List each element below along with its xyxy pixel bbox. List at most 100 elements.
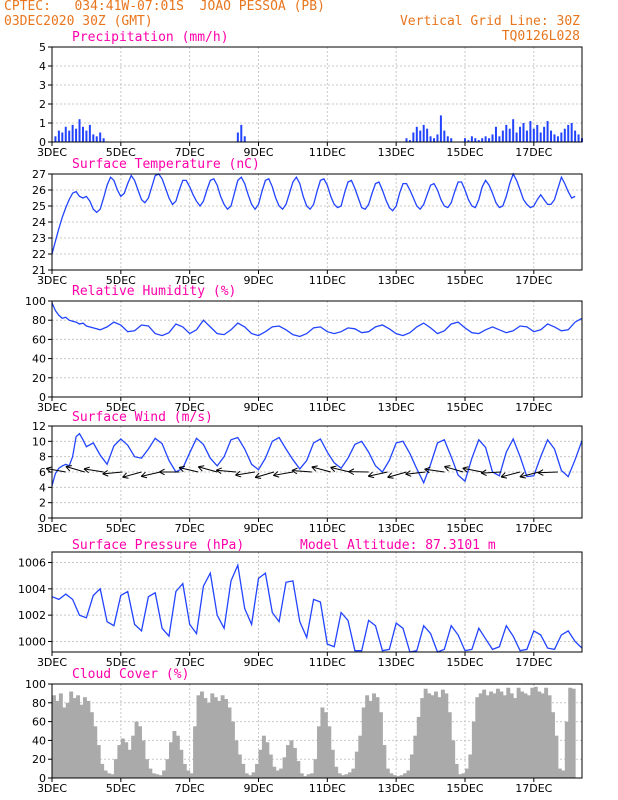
- cloud-cover-bar: [158, 775, 163, 778]
- precip-bar: [477, 140, 480, 142]
- y-tick-label: 4: [39, 60, 46, 73]
- cloud-cover-bar: [306, 774, 311, 778]
- cloud-cover-bar: [224, 699, 229, 778]
- y-tick-label: 3: [39, 79, 46, 92]
- x-tick-label: 17DEC: [515, 146, 552, 159]
- precip-bar: [243, 136, 246, 142]
- precip-bar: [81, 126, 84, 142]
- precip-bar: [560, 132, 563, 142]
- cloud-cover-bar: [358, 735, 363, 778]
- x-tick-label: 15DEC: [446, 274, 483, 287]
- cloud-cover-bar: [313, 759, 318, 778]
- wind-arrow: [444, 466, 464, 473]
- precip-bar: [567, 124, 570, 142]
- cloud-cover-bar: [557, 768, 562, 778]
- precip-bar: [61, 132, 64, 142]
- wind-arrowhead: [500, 472, 506, 478]
- wind-arrow: [291, 470, 312, 473]
- wind-arrowhead: [65, 466, 71, 472]
- cloud-cover-bar: [341, 775, 346, 778]
- x-tick-label: 9DEC: [243, 401, 273, 414]
- x-tick-label: 15DEC: [446, 656, 483, 669]
- precip-bar: [446, 136, 449, 142]
- wind-arrow: [311, 466, 331, 473]
- cloud-cover-bar: [131, 735, 136, 778]
- cloud-cover-bar: [182, 763, 187, 778]
- cloud-cover-bar: [540, 693, 545, 778]
- x-tick-label: 5DEC: [106, 656, 136, 669]
- cloud-cover-bar: [447, 712, 452, 778]
- wind-arrow: [537, 471, 558, 474]
- cloud-cover-bar: [464, 768, 469, 778]
- panel-title: Surface Wind (m/s): [72, 410, 213, 425]
- cloud-cover-bar: [189, 773, 194, 778]
- precip-bar: [525, 130, 528, 142]
- panel-2: Relative Humidity (%) 0 20 40 60 80 100 3DEC 5DE…: [25, 284, 583, 414]
- wind-arrowhead: [65, 465, 72, 468]
- precip-bar: [501, 130, 504, 142]
- wind-arrowhead: [311, 466, 317, 472]
- precip-bar: [536, 124, 539, 142]
- cloud-cover-bar: [468, 754, 473, 778]
- wind-arrow: [273, 471, 293, 476]
- y-tick-label: 0: [39, 136, 46, 149]
- y-tick-label: 10: [32, 435, 46, 448]
- cloud-cover-bar: [516, 687, 521, 778]
- wind-arrow: [83, 468, 104, 473]
- cloud-cover-bar: [523, 693, 528, 778]
- cloud-cover-bar: [568, 687, 573, 778]
- cloud-cover-bar: [489, 691, 494, 778]
- header-date: 03DEC2020 30Z (GMT): [4, 14, 153, 29]
- cloud-cover-bar: [89, 712, 94, 778]
- cloud-cover-bar: [203, 698, 208, 778]
- header-title: CPTEC: 034:41W-07:01S JOAO PESSOA (PB): [4, 0, 325, 14]
- precip-bar: [512, 119, 515, 142]
- y-tick-label: 1002: [18, 609, 46, 622]
- cloud-cover-bar: [492, 693, 497, 778]
- wind-arrowhead: [311, 465, 318, 468]
- y-tick-label: 80: [32, 697, 46, 710]
- precip-bar: [422, 124, 425, 142]
- cloud-cover-bar: [289, 740, 294, 778]
- wind-arrow: [255, 471, 275, 478]
- cloud-cover-bar: [530, 687, 535, 778]
- wind-arrowhead: [424, 466, 431, 470]
- x-tick-label: 5DEC: [106, 274, 136, 287]
- wind-arrow: [330, 466, 350, 473]
- wind-arrow: [462, 467, 483, 473]
- cloud-cover-bar: [396, 776, 401, 778]
- precip-bar: [546, 121, 549, 142]
- series-line: [51, 172, 576, 255]
- wind-arrowhead: [255, 476, 262, 479]
- y-tick-label: 25: [32, 200, 46, 213]
- cloud-cover-bar: [117, 745, 122, 778]
- cloud-cover-bar: [144, 759, 149, 778]
- precip-bar: [408, 140, 411, 142]
- wind-arrow: [387, 471, 407, 478]
- cloud-cover-bar: [230, 721, 235, 778]
- x-tick-label: 11DEC: [309, 146, 346, 159]
- wind-arrow: [141, 471, 161, 477]
- panel-frame: [51, 46, 583, 143]
- cloud-cover-bar: [62, 707, 67, 778]
- precip-bar: [532, 128, 535, 142]
- cloud-cover-bar: [151, 773, 156, 778]
- panel-frame: [51, 683, 583, 779]
- x-tick-label: 7DEC: [175, 656, 205, 669]
- precip-bar: [99, 132, 102, 142]
- cloud-cover-bar: [551, 712, 555, 778]
- x-tick-label: 3DEC: [37, 656, 67, 669]
- precip-bar: [95, 136, 98, 142]
- wind-arrowhead: [424, 468, 430, 474]
- wind-arrow: [178, 467, 199, 473]
- wind-arrow: [424, 468, 445, 473]
- cloud-cover-bar: [138, 726, 142, 778]
- cloud-cover-bar: [96, 745, 101, 778]
- cloud-cover-bar: [317, 726, 321, 778]
- cloud-cover-bar: [275, 770, 280, 778]
- x-tick-label: 13DEC: [378, 401, 415, 414]
- cloud-cover-bar: [385, 768, 390, 778]
- cloud-cover-bar: [234, 740, 239, 778]
- cloud-cover-bar: [258, 749, 263, 778]
